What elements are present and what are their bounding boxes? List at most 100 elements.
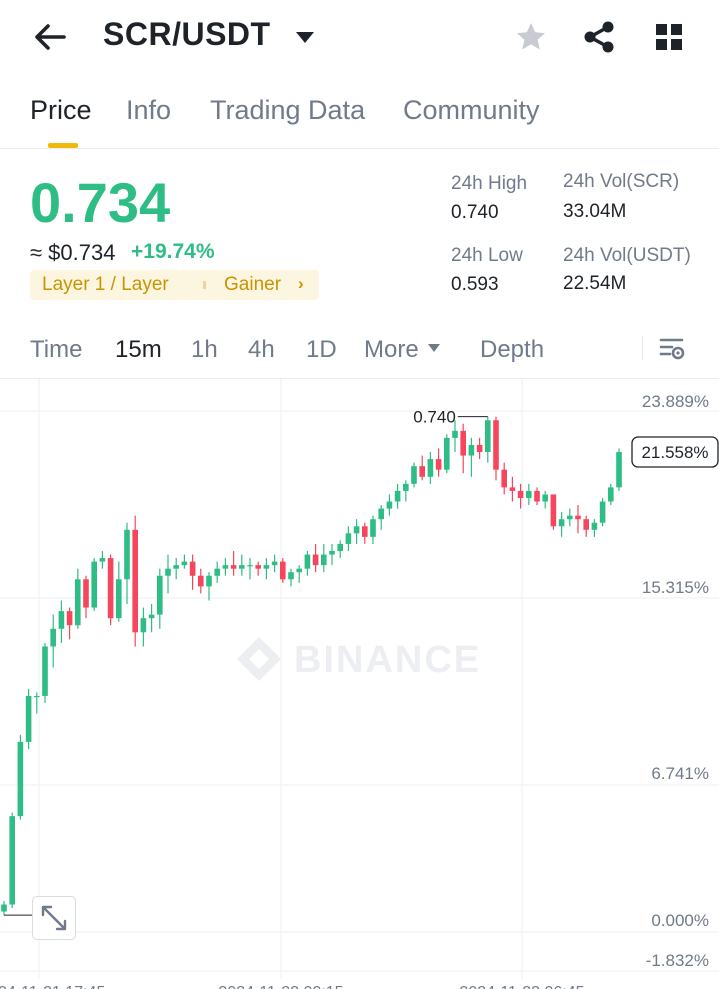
pair-dropdown-button[interactable] <box>294 29 316 45</box>
tab-community[interactable]: Community <box>403 95 540 125</box>
candle-body <box>132 529 138 633</box>
candle-body <box>575 515 581 520</box>
candle-body <box>403 483 409 491</box>
candle-body <box>558 519 565 527</box>
tab-trading-data[interactable]: Trading Data <box>210 95 366 125</box>
candle <box>362 522 368 544</box>
candle-body <box>296 568 302 573</box>
share-button[interactable] <box>582 19 616 55</box>
candle-body <box>17 741 24 817</box>
candle <box>599 497 606 527</box>
candle <box>558 512 565 537</box>
interval-time[interactable]: Time <box>30 336 83 363</box>
candlestick-chart[interactable]: BINANCE 23.889% 15.315% 6.741% 0.000% -1.832… <box>0 379 719 989</box>
back-button[interactable] <box>30 20 70 54</box>
current-price-box <box>631 436 719 468</box>
chart-settings-button[interactable] <box>658 336 686 362</box>
candle <box>444 434 450 474</box>
candle-body <box>230 565 237 569</box>
candle-body <box>75 579 81 626</box>
stat-vol-base-label: 24h Vol(SCR) <box>563 171 680 192</box>
tab-price[interactable]: Price <box>30 95 92 125</box>
candle <box>83 575 89 619</box>
high-marker-label: 0.740 <box>413 408 456 427</box>
interval-more[interactable]: More <box>364 336 419 363</box>
candle-body <box>58 611 65 629</box>
candle <box>452 420 458 453</box>
candle-body <box>116 579 122 619</box>
more-dropdown-button[interactable] <box>426 341 442 353</box>
candle <box>280 558 286 583</box>
x-axis-labels: 24-11-21 17:45 2024-11-22 00:15 2024-11-22… <box>0 984 585 989</box>
candle <box>214 561 220 583</box>
candle <box>247 558 253 580</box>
candle <box>9 812 15 909</box>
y-axis-label: -1.832% <box>646 951 709 970</box>
favorite-button[interactable] <box>514 20 548 54</box>
candle <box>485 416 491 463</box>
candle-body <box>255 565 261 569</box>
interval-15m[interactable]: 15m <box>115 336 162 363</box>
candle-body <box>263 565 270 569</box>
y-axis-label: 23.889% <box>642 392 709 411</box>
candle <box>411 462 417 488</box>
tabs-divider <box>0 148 719 149</box>
interval-1d[interactable]: 1D <box>306 336 337 363</box>
candle-body <box>34 695 40 698</box>
chart-top-divider <box>0 378 719 379</box>
candle <box>476 437 483 460</box>
candle <box>140 607 147 647</box>
depth-tab[interactable]: Depth <box>480 336 545 363</box>
tag-gainer[interactable]: Gainer <box>224 274 282 295</box>
candle <box>534 487 540 506</box>
candle <box>616 448 622 491</box>
candle-body <box>222 565 229 569</box>
candle-body <box>157 575 163 615</box>
candle-body <box>321 554 327 566</box>
candle-body <box>189 561 196 576</box>
candle-body <box>181 561 188 566</box>
candle <box>370 515 376 544</box>
candle-body <box>419 466 425 477</box>
tags-bar[interactable] <box>30 270 319 300</box>
candle <box>157 568 163 629</box>
pair-title[interactable]: SCR/USDT <box>103 16 271 52</box>
last-price: 0.734 <box>30 171 171 234</box>
candle-body <box>198 575 204 587</box>
candle-body <box>214 568 220 576</box>
candle <box>239 554 245 576</box>
x-axis-label: 2024-11-22 00:15 <box>218 984 343 989</box>
interval-separator <box>642 336 643 360</box>
candle <box>427 452 434 484</box>
stat-low-label: 24h Low <box>451 245 523 266</box>
candle <box>435 448 442 477</box>
expand-chart-button[interactable] <box>32 896 76 940</box>
candle <box>501 462 507 495</box>
y-axis-label: 6.741% <box>651 764 709 783</box>
tab-info[interactable]: Info <box>126 95 172 125</box>
candle <box>206 572 212 601</box>
candle-body <box>542 494 548 502</box>
candle-body <box>616 452 622 488</box>
stat-vol-quote-label: 24h Vol(USDT) <box>563 245 691 266</box>
candle-body <box>427 459 434 477</box>
candle-body <box>509 487 516 491</box>
candle <box>132 515 138 647</box>
candle <box>378 505 384 530</box>
candles-group <box>1 416 622 916</box>
candle-body <box>107 558 114 619</box>
interval-4h[interactable]: 4h <box>248 336 275 363</box>
candle-body <box>444 437 450 470</box>
grid-menu-button[interactable] <box>654 22 684 52</box>
candle <box>58 600 65 643</box>
candle <box>255 561 261 576</box>
interval-1h[interactable]: 1h <box>191 336 218 363</box>
stat-high-label: 24h High <box>451 173 528 194</box>
candle <box>312 543 319 573</box>
binance-watermark-logo <box>237 637 281 681</box>
candle <box>460 423 466 474</box>
tag-layer[interactable]: Layer 1 / Layer <box>42 274 169 295</box>
candle-body <box>148 614 155 619</box>
candle-body <box>386 501 393 509</box>
candle <box>173 558 179 580</box>
